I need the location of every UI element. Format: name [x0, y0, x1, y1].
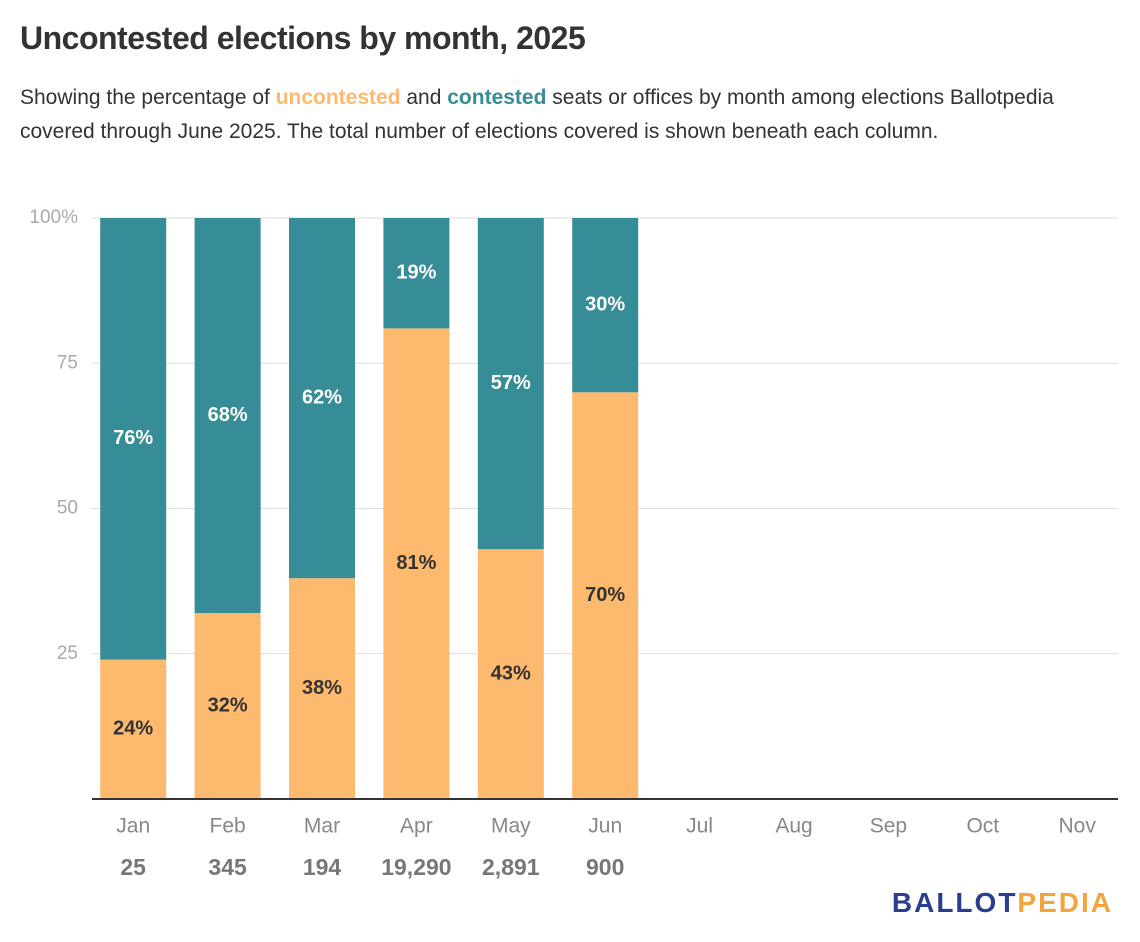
data-label: 30% [585, 293, 625, 315]
bar-segment [289, 578, 355, 799]
x-tick-label: Jul [686, 815, 713, 838]
x-tick-label: Mar [304, 815, 340, 838]
data-label: 68% [208, 404, 248, 426]
bar-segment [194, 613, 261, 799]
y-tick-label: 100% [29, 207, 78, 228]
data-label: 24% [113, 718, 153, 740]
x-tick-label: Feb [210, 815, 246, 838]
data-label: 19% [396, 261, 436, 283]
bar-segment [289, 218, 355, 579]
logo-part: BALLOT [892, 887, 1018, 918]
data-label: 57% [491, 372, 531, 394]
x-tick-label: May [491, 815, 531, 838]
bar-segment [383, 328, 450, 799]
legend-entry: uncontested [275, 86, 401, 109]
x-tick-label: Jan [116, 815, 150, 838]
bar-segment [572, 392, 639, 799]
total-label: 19,290 [381, 854, 451, 880]
x-tick-label: Nov [1059, 815, 1097, 838]
x-tick-label: Sep [870, 815, 907, 838]
total-label: 2,891 [482, 854, 540, 880]
data-label: 81% [396, 552, 436, 574]
chart-title: Uncontested elections by month, 2025 [20, 20, 586, 56]
y-tick-label: 50 [57, 498, 78, 519]
chart-subtitle: Showing the percentage of uncontested an… [20, 81, 1120, 149]
total-label: 194 [303, 854, 342, 880]
bars [100, 218, 639, 799]
x-tick-label: Aug [775, 815, 812, 838]
subtitle-part: Showing the percentage of [20, 86, 276, 109]
data-label: 76% [113, 427, 153, 449]
x-tick-label: Apr [400, 815, 433, 838]
y-tick-label: 75 [57, 352, 78, 373]
bar-segment [100, 218, 167, 660]
bar-segment [100, 659, 167, 799]
data-label: 70% [585, 584, 625, 606]
subtitle-part: and [400, 86, 448, 109]
subtitle-part: seats or offices by month among election… [20, 86, 1054, 143]
legend-entry: contested [447, 86, 547, 109]
bar-labels: 24% 76% 32% 68% 38% 62% 81% 19% 43% 57% 70% 30% [113, 261, 625, 739]
logo-part: PEDIA [1017, 887, 1113, 918]
data-label: 32% [208, 694, 248, 716]
bar-segment [194, 218, 261, 614]
logo: BALLOTPEDIA [892, 887, 1113, 918]
x-tick-label: Oct [966, 815, 999, 838]
bar-segment [572, 218, 639, 393]
total-label: 25 [120, 854, 146, 880]
bar-segment [477, 549, 544, 799]
bar-segment [477, 218, 544, 550]
data-label: 62% [302, 386, 342, 408]
bar-segment [383, 218, 450, 329]
total-label: 345 [208, 854, 247, 880]
data-label: 43% [491, 662, 531, 684]
total-label: 900 [586, 854, 624, 880]
data-label: 38% [302, 677, 342, 699]
x-tick-label: Jun [588, 815, 622, 838]
y-tick-label: 25 [57, 643, 78, 664]
